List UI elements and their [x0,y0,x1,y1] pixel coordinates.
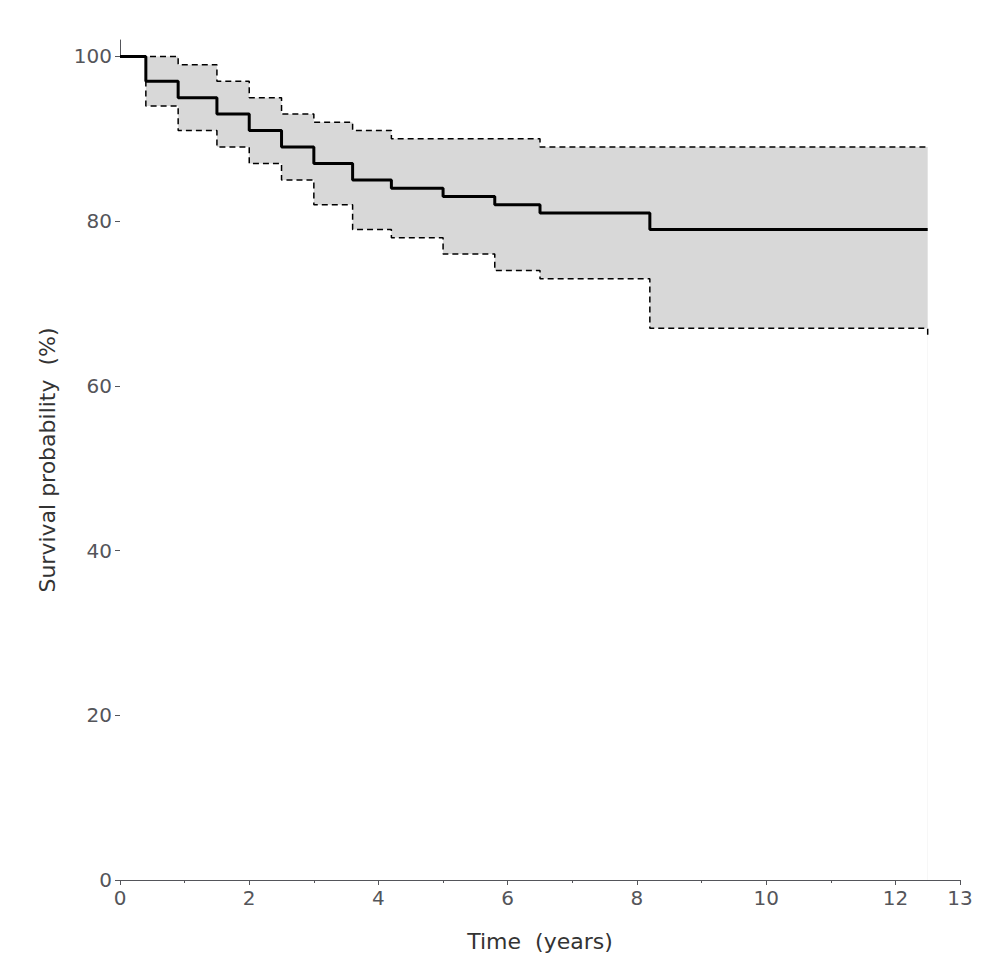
svg-text:80: 80 [87,209,112,233]
svg-text:13: 13 [947,886,972,910]
svg-text:6: 6 [501,886,514,910]
svg-text:60: 60 [87,374,112,398]
svg-text:100: 100 [74,44,112,68]
svg-text:Survival probability (%): Survival probability (%) [35,327,60,592]
svg-text:0: 0 [114,886,127,910]
svg-text:4: 4 [372,886,385,910]
svg-text:8: 8 [631,886,644,910]
svg-text:12: 12 [883,886,908,910]
svg-text:40: 40 [87,539,112,563]
svg-text:2: 2 [243,886,256,910]
svg-text:20: 20 [87,703,112,727]
svg-text:Time (years): Time (years) [466,929,613,954]
svg-text:0: 0 [99,868,112,892]
svg-text:10: 10 [753,886,778,910]
